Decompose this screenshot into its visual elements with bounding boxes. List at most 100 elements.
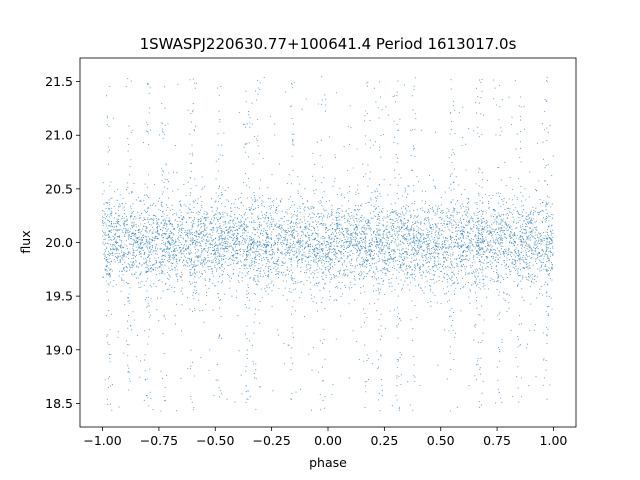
- data-point: [343, 246, 345, 248]
- data-point: [516, 211, 518, 213]
- data-point: [290, 246, 292, 248]
- data-point: [508, 251, 510, 253]
- data-point: [428, 220, 430, 222]
- data-point: [545, 270, 547, 272]
- data-point: [114, 191, 116, 193]
- data-point: [419, 223, 421, 225]
- data-point: [367, 164, 369, 166]
- data-point: [420, 229, 423, 231]
- data-point: [345, 209, 347, 211]
- data-point: [545, 292, 547, 294]
- data-point: [541, 209, 543, 211]
- data-point: [536, 256, 539, 259]
- data-point: [120, 290, 122, 292]
- data-point: [130, 236, 133, 238]
- data-point: [392, 224, 394, 227]
- data-point: [400, 279, 402, 281]
- data-point: [402, 248, 404, 250]
- data-point: [482, 242, 484, 244]
- data-point: [406, 226, 408, 229]
- data-point: [291, 277, 293, 279]
- data-point: [262, 253, 264, 255]
- data-point: [166, 277, 169, 279]
- data-point: [251, 204, 254, 206]
- data-point: [347, 125, 349, 127]
- data-point: [118, 220, 120, 223]
- data-point: [449, 258, 451, 260]
- data-point: [108, 126, 110, 128]
- data-point: [317, 252, 320, 254]
- data-point: [405, 212, 407, 214]
- data-point: [326, 215, 329, 217]
- data-point: [163, 400, 166, 402]
- data-point: [523, 241, 525, 243]
- data-point: [426, 262, 428, 264]
- data-point: [277, 270, 279, 272]
- data-point: [265, 244, 267, 246]
- data-point: [430, 258, 432, 260]
- data-point: [174, 286, 176, 289]
- data-point: [516, 254, 518, 256]
- data-point: [103, 190, 105, 192]
- data-point: [501, 199, 503, 201]
- data-point: [424, 218, 426, 220]
- data-point: [169, 270, 171, 272]
- data-point: [143, 258, 145, 260]
- data-point: [243, 264, 245, 266]
- data-point: [219, 227, 221, 229]
- data-point: [437, 364, 439, 366]
- data-point: [502, 245, 504, 247]
- data-point: [254, 275, 256, 277]
- data-point: [311, 297, 313, 299]
- data-point: [134, 215, 136, 218]
- data-point: [521, 242, 523, 244]
- data-point: [286, 208, 288, 211]
- data-point: [276, 212, 278, 215]
- data-point: [285, 239, 287, 241]
- data-point: [140, 242, 143, 244]
- data-point: [353, 236, 355, 238]
- data-point: [344, 239, 346, 241]
- data-point: [269, 226, 271, 228]
- data-point: [482, 179, 484, 181]
- data-point: [353, 246, 355, 248]
- data-point: [236, 225, 238, 227]
- data-point: [178, 229, 180, 231]
- data-point: [146, 241, 148, 243]
- data-point: [151, 264, 153, 267]
- data-point: [351, 258, 353, 260]
- data-point: [536, 297, 538, 299]
- data-point: [176, 237, 178, 239]
- data-point: [521, 205, 523, 207]
- data-point: [374, 276, 376, 278]
- data-point: [107, 151, 109, 153]
- data-point: [483, 259, 485, 261]
- data-point: [533, 237, 535, 239]
- data-point: [429, 285, 431, 287]
- data-point: [326, 244, 328, 246]
- data-point: [307, 206, 309, 208]
- data-point: [233, 226, 235, 228]
- data-point: [261, 214, 263, 216]
- data-point: [255, 242, 257, 244]
- data-point: [404, 280, 406, 282]
- data-point: [478, 227, 480, 230]
- data-point: [446, 279, 448, 281]
- data-point: [123, 252, 125, 254]
- data-point: [489, 226, 491, 228]
- data-point: [473, 255, 475, 257]
- data-point: [309, 234, 311, 237]
- data-point: [104, 232, 106, 234]
- data-point: [416, 252, 418, 254]
- data-point: [505, 267, 507, 270]
- data-point: [175, 239, 177, 241]
- data-point: [549, 269, 552, 272]
- data-point: [341, 282, 343, 284]
- data-point: [158, 234, 160, 236]
- data-point: [498, 119, 500, 121]
- data-point: [450, 238, 452, 240]
- data-point: [372, 290, 375, 292]
- data-point: [125, 202, 127, 204]
- data-point: [381, 242, 383, 244]
- data-point: [125, 229, 127, 231]
